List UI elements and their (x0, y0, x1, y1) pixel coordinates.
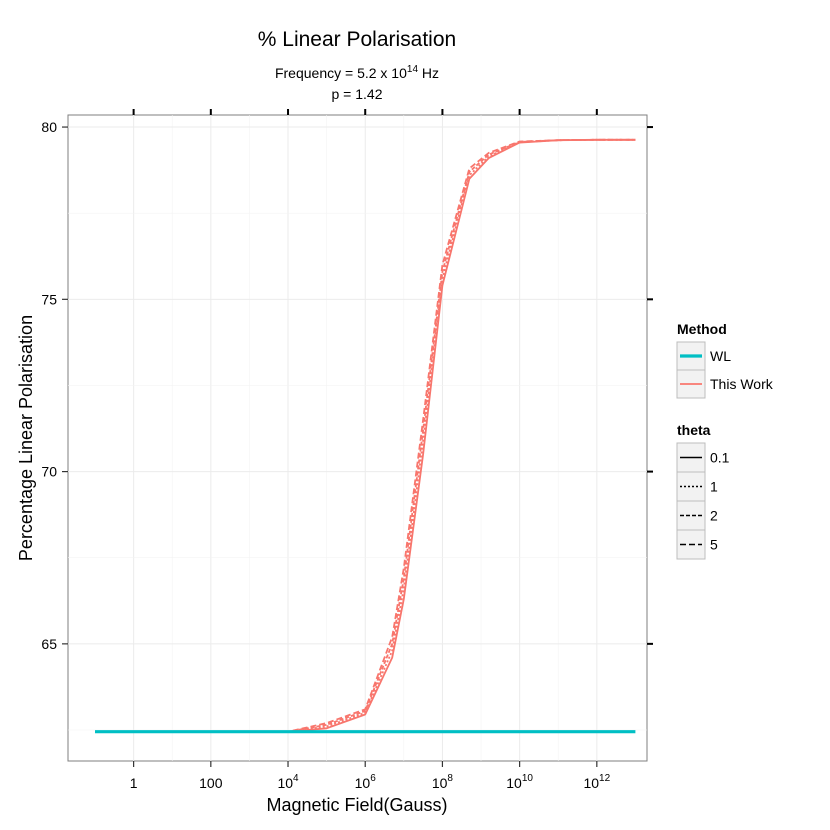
x-tick-label: 100 (199, 775, 223, 791)
y-tick-label: 75 (41, 291, 57, 307)
x-tick-label: 1 (130, 775, 138, 791)
legend-method-title: Method (677, 321, 727, 337)
subtitle-1-sup: 14 (407, 64, 419, 75)
grid-lines (68, 115, 647, 761)
series-lines (95, 138, 636, 734)
y-tick-label: 65 (41, 636, 57, 652)
series-this-work-theta-5 (95, 138, 636, 733)
x-tick-labels: 1 100 104 106 108 1010 1012 (130, 773, 611, 791)
y-tick-label: 70 (41, 464, 57, 480)
series-this-work-theta-1 (95, 138, 636, 733)
x-tick-label: 1012 (583, 773, 610, 791)
legend-method-label: WL (710, 348, 731, 364)
x-tick-label: 108 (432, 773, 454, 791)
x-tick-label: 106 (355, 773, 377, 791)
axis-ticks (62, 109, 653, 767)
chart-title: % Linear Polarisation (258, 28, 456, 51)
subtitle-1-suffix: Hz (418, 65, 439, 81)
x-axis-label: Magnetic Field(Gauss) (266, 795, 447, 815)
y-axis-label: Percentage Linear Polarisation (16, 315, 36, 561)
y-tick-labels: 65 70 75 80 (41, 119, 57, 652)
legend-method-label: This Work (710, 376, 774, 392)
y-tick-label: 80 (41, 119, 57, 135)
legend-theta-label: 5 (710, 537, 718, 553)
legend-theta-label: 1 (710, 479, 718, 495)
legend-theta-label: 2 (710, 508, 718, 524)
x-tick-label: 1010 (506, 773, 533, 791)
plot-panel (67, 114, 648, 762)
legend-theta-title: theta (677, 422, 711, 438)
chart-subtitle-line-2: p = 1.42 (332, 86, 383, 102)
legend: Method WL This Work theta 0.1 1 2 5 (676, 321, 774, 560)
chart-subtitle-line-1: Frequency = 5.2 x 1014 Hz (275, 64, 439, 81)
legend-theta-label: 0.1 (710, 450, 730, 466)
x-tick-label: 104 (277, 773, 299, 791)
subtitle-1-prefix: Frequency = 5.2 x 10 (275, 65, 407, 81)
